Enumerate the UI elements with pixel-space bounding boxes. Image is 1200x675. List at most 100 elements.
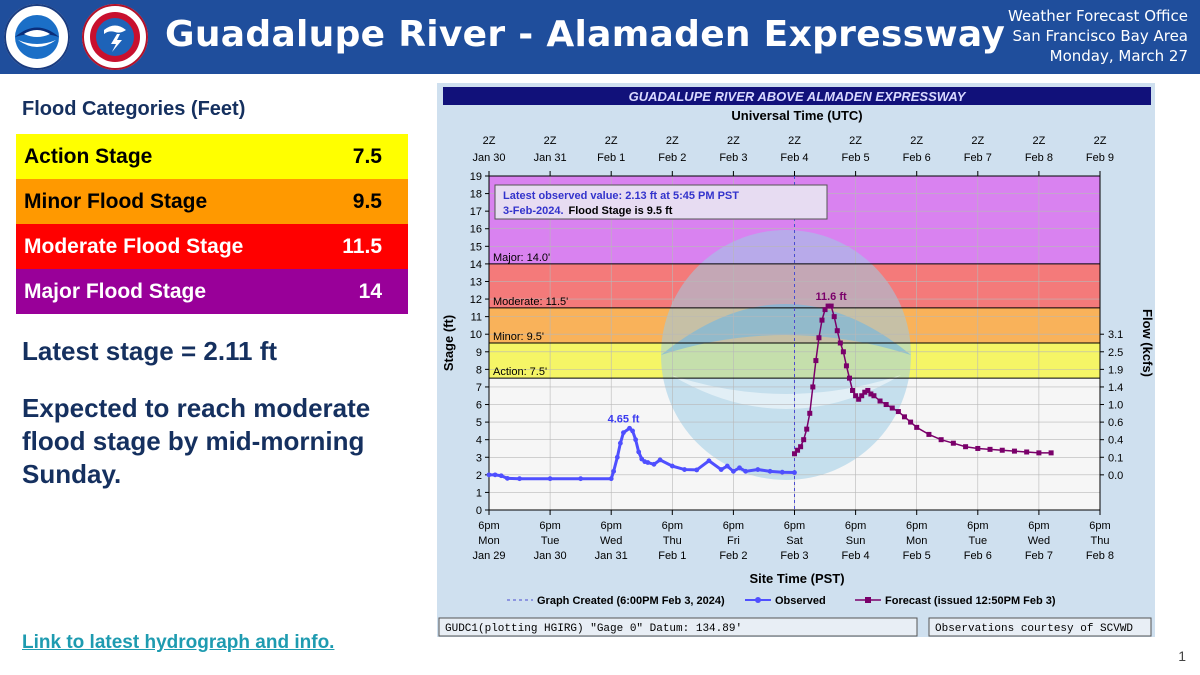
flood-category-row: Major Flood Stage 14: [16, 269, 408, 314]
forecast-data-point: [1011, 448, 1017, 454]
info-box-date: 3-Feb-2024.: [503, 205, 564, 217]
forecast-data-point: [801, 437, 807, 443]
observed-data-point: [792, 470, 797, 475]
legend-forecast-marker: [865, 597, 871, 603]
bottom-tick-date: Feb 7: [1025, 550, 1053, 562]
stage-tick-label: 2: [476, 470, 482, 482]
observed-data-point: [486, 472, 492, 478]
page-number: 1: [1178, 648, 1186, 664]
hydrograph-svg: GUADALUPE RIVER ABOVE ALMADEN EXPRESSWAY…: [437, 83, 1155, 637]
flow-tick-label: 0.6: [1108, 417, 1123, 429]
observed-data-point: [633, 437, 639, 443]
observed-data-point: [657, 457, 663, 463]
observed-data-point: [611, 468, 617, 474]
observed-data-point: [608, 476, 614, 482]
forecast-data-point: [901, 414, 907, 420]
top-tick-date: Feb 7: [964, 152, 992, 164]
stage-tick-label: 9: [476, 347, 482, 359]
observed-data-point: [682, 467, 687, 472]
noaa-logo: [4, 4, 70, 70]
forecast-data-point: [810, 384, 816, 390]
forecast-data-point: [1024, 449, 1030, 455]
flood-category-row: Action Stage 7.5: [16, 134, 408, 179]
flood-category-label: Major Flood Stage: [24, 279, 207, 303]
forecast-data-point: [840, 349, 846, 355]
observed-data-point: [694, 467, 700, 473]
observed-data-point: [517, 476, 522, 482]
observed-data-point: [498, 473, 504, 479]
bottom-tick-date: Feb 2: [719, 550, 747, 562]
stage-tick-label: 0: [476, 505, 482, 517]
observed-data-point: [718, 467, 724, 472]
bottom-tick-time: 6pm: [906, 520, 927, 532]
bottom-tick-time: 6pm: [784, 520, 805, 532]
top-tick-date: Feb 6: [903, 152, 931, 164]
footer-left-box: [438, 617, 918, 637]
observed-data-point: [743, 468, 749, 474]
observed-data-point: [492, 472, 498, 478]
flood-category-label: Moderate Flood Stage: [24, 234, 244, 258]
observed-data-point: [767, 468, 773, 474]
hydrograph-link[interactable]: Link to latest hydrograph and info.: [22, 632, 335, 653]
stage-tick-label: 18: [470, 189, 482, 201]
top-tick-hour: 2Z: [1032, 135, 1045, 147]
latest-stage: Latest stage = 2.11 ft: [22, 336, 278, 366]
forecast-data-point: [889, 405, 895, 411]
flow-axis-label: Flow (kcfs): [1140, 309, 1155, 377]
observed-data-point: [706, 458, 712, 464]
bottom-tick-day: Fri: [727, 535, 740, 547]
stage-tick-label: 17: [470, 206, 482, 218]
forecast-data-point: [871, 393, 877, 399]
forecast-data-point: [825, 303, 831, 309]
flow-tick-label: 3.1: [1108, 329, 1123, 341]
forecast-data-point: [859, 393, 865, 399]
bottom-tick-date: Jan 30: [534, 550, 567, 562]
observed-data-point: [547, 476, 553, 482]
flow-tick-label: 0.0: [1108, 470, 1123, 482]
forecast-data-point: [834, 328, 840, 334]
forecast-data-point: [895, 409, 901, 415]
top-tick-hour: 2Z: [605, 135, 618, 147]
top-tick-date: Feb 8: [1025, 152, 1053, 164]
office-name: Weather Forecast Office: [1008, 7, 1188, 25]
bottom-axis-ticks: 6pm Mon Jan 29 6pm Tue Jan 30 6pm Wed Jan 31 6pm T…: [472, 510, 1114, 562]
bottom-tick-day: Mon: [906, 535, 927, 547]
observed-data-point: [645, 460, 651, 465]
forecast-data-point: [816, 335, 822, 341]
stage-tick-label: 5: [476, 417, 482, 429]
stage-tick-label: 7: [476, 382, 482, 394]
forecast-data-point: [850, 387, 856, 393]
forecast-data-point: [1036, 450, 1042, 456]
top-tick-hour: 2Z: [910, 135, 923, 147]
top-tick-hour: 2Z: [849, 135, 862, 147]
forecast-data-point: [831, 314, 837, 320]
forecast-data-point: [822, 307, 828, 313]
forecast-data-point: [975, 445, 981, 451]
expected-forecast: Expected to reach moderate flood stage b…: [22, 393, 371, 489]
bottom-tick-day: Thu: [1091, 535, 1110, 547]
bottom-tick-time: 6pm: [478, 520, 499, 532]
forecast-data-point: [908, 419, 914, 425]
forecast-data-point: [914, 424, 920, 430]
flow-tick-label: 1.9: [1108, 364, 1123, 376]
stage-tick-label: 3: [476, 452, 482, 464]
top-tick-hour: 2Z: [544, 135, 557, 147]
flow-tick-label: 1.4: [1108, 382, 1123, 394]
bottom-tick-time: 6pm: [967, 520, 988, 532]
bottom-tick-date: Feb 8: [1086, 550, 1114, 562]
flood-category-label: Minor Flood Stage: [24, 189, 208, 213]
legend-graph-created: Graph Created (6:00PM Feb 3, 2024): [537, 595, 725, 607]
flood-zone-label: Minor: 9.5': [493, 331, 544, 343]
hydrograph-chart: GUADALUPE RIVER ABOVE ALMADEN EXPRESSWAY…: [437, 83, 1155, 637]
noaa-watermark: [661, 230, 911, 480]
flood-category-label: Action Stage: [24, 144, 153, 168]
stage-tick-label: 15: [470, 241, 482, 253]
observed-data-point: [724, 463, 730, 469]
flood-category-value: 11.5: [342, 234, 382, 258]
nws-logo: [82, 4, 148, 70]
observed-data-point: [614, 454, 620, 460]
top-tick-hour: 2Z: [1094, 135, 1107, 147]
top-tick-hour: 2Z: [727, 135, 740, 147]
bottom-tick-day: Sun: [846, 535, 866, 547]
observed-data-point: [578, 476, 584, 482]
